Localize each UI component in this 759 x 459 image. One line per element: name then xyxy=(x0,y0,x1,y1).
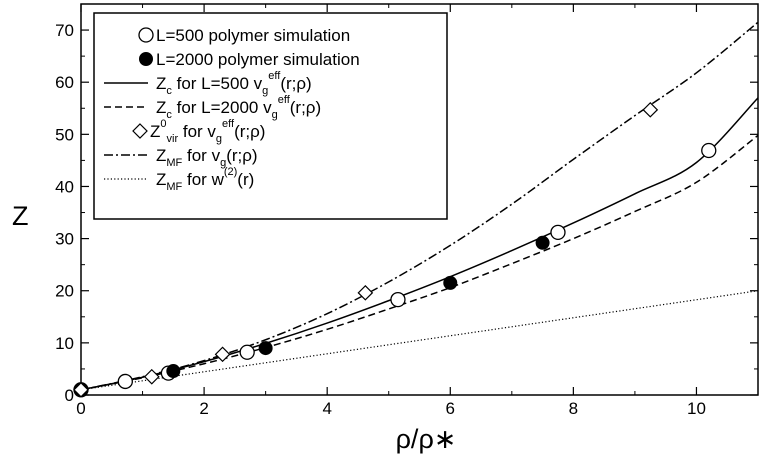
legend-label-part: g xyxy=(216,133,222,145)
legend-label-part: for v xyxy=(178,122,216,141)
data-point-open-diamond xyxy=(642,101,659,118)
legend-label-part: Z xyxy=(156,146,166,165)
legend-label-part: c xyxy=(166,109,172,121)
x-tick-label: 8 xyxy=(569,399,578,418)
series-line-dashed xyxy=(80,134,759,391)
legend-label-part: eff xyxy=(278,94,291,106)
data-point-open-diamond xyxy=(73,381,89,398)
legend-label: Zc for L=500 vgeff(r;ρ) xyxy=(156,70,312,97)
legend-label-part: (r) xyxy=(237,170,254,189)
y-axis-label: Z xyxy=(12,201,29,231)
legend-entry: Zc for L=500 vgeff(r;ρ) xyxy=(104,70,312,97)
x-axis-label: ρ/ρ∗ xyxy=(396,424,457,454)
x-tick-label: 0 xyxy=(76,399,85,418)
legend-label-part: (r;ρ) xyxy=(226,146,257,165)
y-tick-label: 70 xyxy=(55,21,74,40)
legend-label-part: (r;ρ) xyxy=(280,74,311,93)
legend-label-part: for v xyxy=(182,146,220,165)
legend-marker-open-diamond xyxy=(132,123,148,139)
legend-label-part: eff xyxy=(222,118,235,130)
legend-label-part: c xyxy=(166,85,172,97)
legend-box xyxy=(93,12,448,220)
legend-marker-filled-circle xyxy=(139,52,153,66)
y-tick-label: 0 xyxy=(65,386,74,405)
legend-label-part: g xyxy=(220,157,226,169)
legend-entry: ZMF for vg(r;ρ) xyxy=(104,146,258,169)
legend: L=500 polymer simulation L=2000 polymer s… xyxy=(93,12,448,220)
legend-entry: Z0vir for vgeff(r;ρ) xyxy=(132,118,265,145)
legend-label-part: L=2000 polymer simulation xyxy=(156,50,360,69)
legend-entry: ZMF for w(2)(r) xyxy=(104,166,254,193)
legend-label-part: (r;ρ) xyxy=(234,122,265,141)
legend-label: Zc for L=2000 vgeff(r;ρ) xyxy=(156,94,321,121)
chart-markers xyxy=(73,101,717,398)
data-point-open-diamond xyxy=(357,284,374,301)
data-point-open-circle xyxy=(239,344,255,360)
data-point-filled-circle xyxy=(535,235,550,250)
legend-label-part: for L=500 v xyxy=(172,74,263,93)
legend-label-part: Z xyxy=(156,170,166,189)
legend-label-part: MF xyxy=(166,157,182,169)
y-tick-label: 50 xyxy=(55,125,74,144)
series-line-dotted xyxy=(80,290,759,391)
legend-label-part: MF xyxy=(166,181,182,193)
data-point-open-circle xyxy=(117,373,133,390)
legend-label-part: vir xyxy=(167,133,179,145)
x-tick-label: 2 xyxy=(199,399,208,418)
legend-label: L=2000 polymer simulation xyxy=(156,50,360,69)
legend-label: L=500 polymer simulation xyxy=(156,26,350,45)
legend-label-part: for L=2000 v xyxy=(172,98,272,117)
axis-ticks: 0 2 4 6 8 10 0 10 20 30 40 50 60 70 xyxy=(55,4,758,418)
legend-label-part: Z xyxy=(156,74,166,93)
x-tick-label: 6 xyxy=(446,399,455,418)
series-line-solid xyxy=(80,97,759,391)
legend-label-part: g xyxy=(272,109,278,121)
y-tick-label: 20 xyxy=(55,282,74,301)
legend-label-part: (2) xyxy=(224,166,237,178)
x-tick-label: 4 xyxy=(322,399,331,418)
x-tick-label: 10 xyxy=(687,399,706,418)
legend-label-part: (r;ρ) xyxy=(290,98,321,117)
data-point-filled-circle xyxy=(443,275,458,290)
legend-label-part: eff xyxy=(268,70,281,82)
legend-entry: L=2000 polymer simulation xyxy=(139,50,360,69)
legend-label: Z0vir for vgeff(r;ρ) xyxy=(150,118,265,145)
legend-marker-open-circle xyxy=(138,27,154,43)
data-point-filled-circle xyxy=(166,364,181,379)
legend-label: ZMF for w(2)(r) xyxy=(156,166,254,193)
legend-entry: L=500 polymer simulation xyxy=(138,26,350,45)
data-point-open-diamond xyxy=(143,368,160,385)
legend-label-part: Z xyxy=(156,98,166,117)
data-point-open-circle xyxy=(390,291,406,308)
y-tick-label: 60 xyxy=(55,73,74,92)
legend-label: ZMF for vg(r;ρ) xyxy=(156,146,258,169)
data-point-filled-circle xyxy=(258,341,273,356)
y-tick-label: 30 xyxy=(55,230,74,249)
legend-label-part: g xyxy=(262,85,268,97)
data-point-open-circle xyxy=(701,142,717,159)
y-tick-label: 40 xyxy=(55,177,74,196)
legend-label-part: 0 xyxy=(160,118,166,130)
legend-label-part: for w xyxy=(182,170,224,189)
legend-entry: Zc for L=2000 vgeff(r;ρ) xyxy=(104,94,321,121)
data-point-open-diamond xyxy=(214,346,231,363)
plot-frame xyxy=(80,3,759,396)
y-tick-label: 10 xyxy=(55,334,74,353)
data-point-open-circle xyxy=(550,224,566,240)
legend-label-part: L=500 polymer simulation xyxy=(156,26,350,45)
legend-label-part: Z xyxy=(150,122,160,141)
